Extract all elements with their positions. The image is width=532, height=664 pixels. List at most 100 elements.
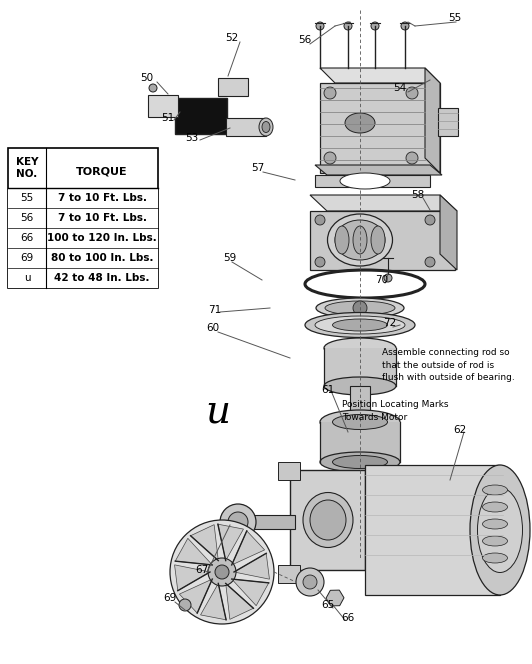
- Ellipse shape: [320, 452, 400, 472]
- Ellipse shape: [328, 214, 393, 266]
- Text: 54: 54: [393, 83, 406, 93]
- Bar: [8, 268, 46, 288]
- Polygon shape: [218, 524, 244, 560]
- Text: 69: 69: [163, 593, 177, 603]
- Text: 100 to 120 In. Lbs.: 100 to 120 In. Lbs.: [47, 233, 157, 243]
- Bar: [8, 188, 46, 208]
- Ellipse shape: [232, 514, 248, 530]
- Circle shape: [179, 599, 191, 611]
- Text: 62: 62: [453, 425, 467, 435]
- Text: 7 to 10 Ft. Lbs.: 7 to 10 Ft. Lbs.: [57, 213, 146, 223]
- Text: 66: 66: [20, 233, 34, 243]
- Polygon shape: [315, 165, 442, 175]
- Text: 59: 59: [223, 253, 237, 263]
- Circle shape: [296, 568, 324, 596]
- Bar: [365, 465, 500, 595]
- Text: 56: 56: [20, 213, 34, 223]
- Text: 51: 51: [161, 113, 174, 123]
- Ellipse shape: [345, 113, 375, 133]
- Bar: [240, 515, 295, 529]
- Circle shape: [406, 87, 418, 99]
- Polygon shape: [232, 531, 264, 565]
- Polygon shape: [174, 565, 210, 591]
- Ellipse shape: [259, 118, 273, 136]
- Text: 66: 66: [342, 613, 355, 623]
- Ellipse shape: [344, 414, 376, 436]
- Text: 57: 57: [252, 163, 264, 173]
- Bar: [324, 348, 396, 386]
- Ellipse shape: [353, 226, 367, 254]
- Text: 61: 61: [321, 385, 335, 395]
- Polygon shape: [310, 195, 457, 211]
- Text: 42 to 48 In. Lbs.: 42 to 48 In. Lbs.: [54, 273, 149, 283]
- Circle shape: [208, 558, 236, 586]
- Ellipse shape: [316, 298, 404, 318]
- Bar: [8, 208, 46, 228]
- Text: 60: 60: [206, 323, 220, 333]
- Ellipse shape: [371, 226, 385, 254]
- Ellipse shape: [483, 519, 508, 529]
- Ellipse shape: [315, 316, 405, 334]
- Ellipse shape: [483, 502, 508, 512]
- Text: 67: 67: [195, 565, 209, 575]
- Polygon shape: [179, 579, 212, 613]
- Text: 52: 52: [226, 33, 239, 43]
- Text: 7 to 10 Ft. Lbs.: 7 to 10 Ft. Lbs.: [57, 193, 146, 203]
- Circle shape: [344, 22, 352, 30]
- Bar: [350, 386, 370, 418]
- Text: 80 to 100 In. Lbs.: 80 to 100 In. Lbs.: [51, 253, 153, 263]
- Ellipse shape: [324, 338, 396, 358]
- Text: 56: 56: [298, 35, 312, 45]
- Bar: [438, 108, 458, 136]
- Bar: [46, 228, 158, 248]
- Ellipse shape: [325, 301, 395, 315]
- Ellipse shape: [478, 487, 522, 572]
- Bar: [8, 228, 46, 248]
- Circle shape: [401, 22, 409, 30]
- Text: Position Locating Marks
Towards Motor: Position Locating Marks Towards Motor: [342, 400, 448, 422]
- Polygon shape: [226, 584, 253, 620]
- Ellipse shape: [340, 173, 390, 189]
- Circle shape: [228, 512, 248, 532]
- Polygon shape: [201, 584, 226, 620]
- Ellipse shape: [332, 414, 387, 430]
- Circle shape: [425, 257, 435, 267]
- Bar: [226, 118, 266, 136]
- Text: u: u: [24, 273, 30, 283]
- Ellipse shape: [483, 536, 508, 546]
- Bar: [290, 470, 365, 570]
- Circle shape: [170, 520, 274, 624]
- Polygon shape: [234, 553, 270, 579]
- Bar: [148, 95, 178, 117]
- Bar: [218, 78, 248, 96]
- Circle shape: [215, 565, 229, 579]
- Text: u: u: [205, 394, 230, 430]
- Bar: [46, 268, 158, 288]
- Ellipse shape: [332, 319, 387, 331]
- Polygon shape: [232, 579, 269, 606]
- Circle shape: [324, 152, 336, 164]
- Circle shape: [353, 301, 367, 315]
- Text: 72: 72: [384, 318, 397, 328]
- Text: 55: 55: [20, 193, 34, 203]
- Text: 69: 69: [20, 253, 34, 263]
- Polygon shape: [190, 525, 218, 560]
- Circle shape: [324, 87, 336, 99]
- Circle shape: [371, 22, 379, 30]
- Ellipse shape: [303, 493, 353, 548]
- Bar: [8, 248, 46, 268]
- Polygon shape: [440, 195, 457, 270]
- Text: 53: 53: [185, 133, 198, 143]
- Bar: [320, 83, 440, 173]
- Polygon shape: [425, 68, 440, 173]
- Text: 70: 70: [376, 275, 388, 285]
- Circle shape: [303, 575, 317, 589]
- Ellipse shape: [335, 220, 385, 260]
- Ellipse shape: [332, 456, 387, 469]
- Text: 71: 71: [209, 305, 222, 315]
- Bar: [310, 211, 455, 270]
- Polygon shape: [320, 68, 440, 83]
- Circle shape: [384, 274, 392, 282]
- Circle shape: [406, 152, 418, 164]
- Bar: [320, 422, 400, 462]
